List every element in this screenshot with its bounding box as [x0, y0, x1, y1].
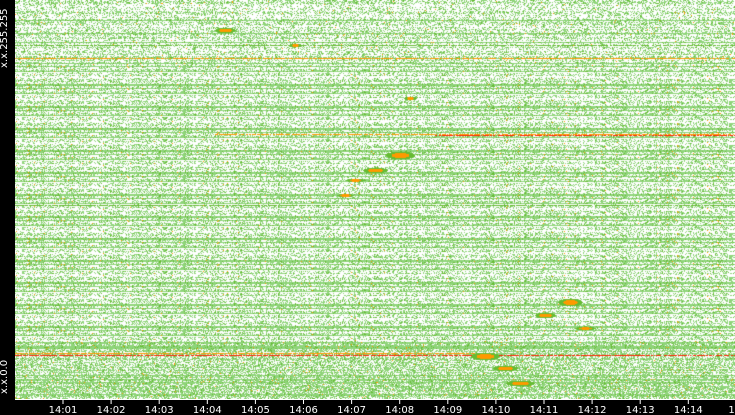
- x-tick-label: 14:06: [289, 405, 318, 415]
- y-label-top: x.x.255.255: [0, 8, 10, 68]
- heatmap-plot-area: [15, 0, 735, 399]
- x-tick-label: 14:04: [193, 405, 222, 415]
- x-tick-label: 14:10: [481, 405, 510, 415]
- x-tick-label: 14:08: [385, 405, 414, 415]
- x-tick-label: 14:14: [674, 405, 703, 415]
- x-tick-label: 14:09: [433, 405, 462, 415]
- x-tick-label: 14:01: [49, 405, 78, 415]
- x-tick-label: 14:11: [530, 405, 559, 415]
- x-tick-label: 14:05: [241, 405, 270, 415]
- x-tick-label: 14:13: [626, 405, 655, 415]
- x-tick-label: 14:03: [145, 405, 174, 415]
- x-tick-label: 14:07: [337, 405, 366, 415]
- x-tick-label: 14:12: [578, 405, 607, 415]
- x-tick-label: 14: [728, 405, 735, 415]
- x-tick-label: 14:02: [97, 405, 126, 415]
- y-label-bottom: x.x.0.0: [0, 359, 10, 394]
